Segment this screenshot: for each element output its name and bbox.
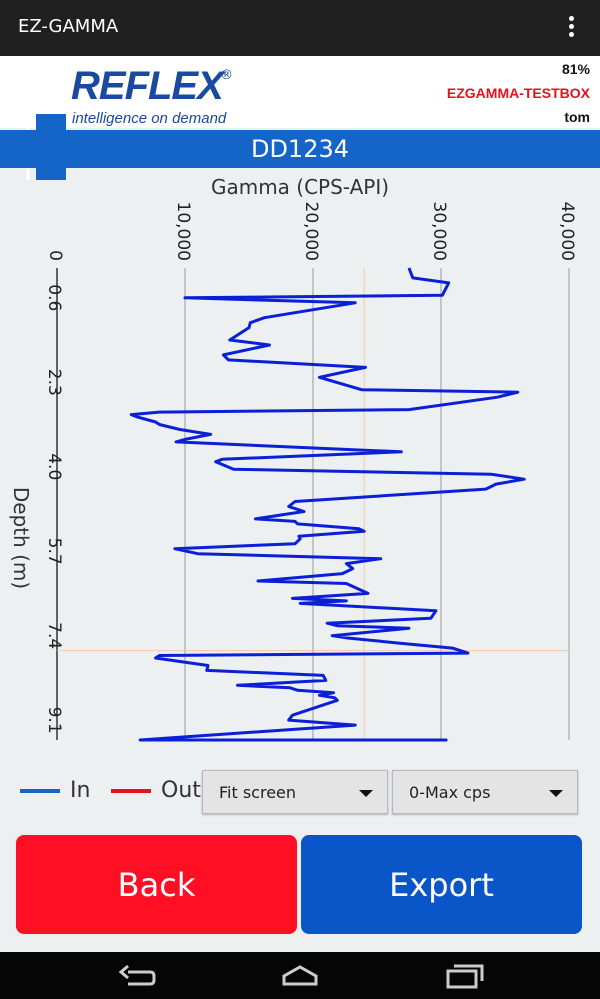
legend-out-label: Out (161, 778, 201, 803)
registered-mark: ® (220, 68, 233, 83)
legend-out: Out (111, 778, 201, 803)
hole-id-bar: DD1234 (0, 130, 600, 168)
gamma-depth-chart[interactable]: Gamma (CPS-API) 0 10,000 20,000 30,000 40,00… (0, 168, 600, 748)
y-tick-label: 5.7 (44, 538, 64, 565)
legend-in-label: In (70, 778, 91, 803)
zoom-select-value: Fit screen (219, 783, 297, 802)
x-tick-label: 40,000 (557, 202, 577, 261)
system-nav-bar (0, 952, 600, 999)
chevron-down-icon (549, 790, 563, 797)
y-tick-label: 0.6 (44, 284, 64, 311)
app-title-bar: EZ-GAMMA (0, 0, 600, 56)
series-in-line (129, 267, 526, 742)
app-title: EZ-GAMMA (18, 16, 119, 37)
y-tick-label: 9.1 (44, 707, 64, 734)
y-tick-label: 2.3 (44, 369, 64, 396)
x-tick-label: 20,000 (301, 202, 321, 261)
brand-logo-text: REFLEX (71, 64, 224, 108)
legend-out-swatch (111, 789, 151, 793)
recent-apps-icon[interactable] (444, 963, 484, 989)
overflow-menu-icon[interactable] (568, 16, 576, 42)
home-nav-icon[interactable] (280, 964, 320, 988)
chart-title: Gamma (CPS-API) (211, 175, 389, 199)
battery-level: 81% (561, 61, 590, 77)
scale-select-value: 0-Max cps (409, 783, 491, 802)
x-tick-label: 0 (45, 250, 65, 261)
x-tick-label: 10,000 (173, 202, 193, 261)
back-button[interactable]: Back (16, 835, 297, 934)
export-button[interactable]: Export (301, 835, 582, 934)
user-name: tom (564, 109, 590, 125)
device-name: EZGAMMA-TESTBOX (446, 85, 590, 101)
zoom-select[interactable]: Fit screen (202, 770, 388, 814)
chevron-down-icon (359, 790, 373, 797)
scale-select[interactable]: 0-Max cps (392, 770, 578, 814)
back-nav-icon[interactable] (118, 964, 158, 988)
x-tick-label: 30,000 (429, 202, 449, 261)
y-tick-label: 7.4 (44, 622, 64, 649)
legend-in: In (20, 778, 90, 803)
y-tick-label: 4.0 (44, 453, 64, 480)
brand-tagline: intelligence on demand (72, 110, 227, 127)
y-axis-label: Depth (m) (9, 487, 33, 589)
legend-in-swatch (20, 789, 60, 793)
